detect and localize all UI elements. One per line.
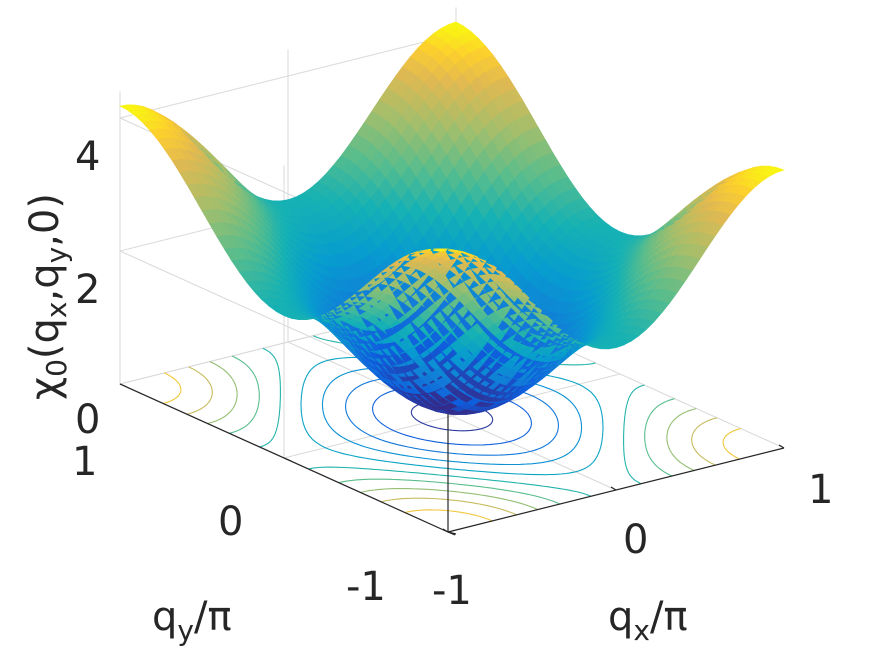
y-axis-label: qy/π (152, 594, 232, 647)
labels: 0 2 4 1 0 -1 -1 0 1 χ0(qx,qy,0) qy/π qx/… (22, 134, 833, 647)
x-tick-mark (610, 486, 617, 491)
z-tick-label-2: 2 (75, 267, 100, 313)
surface-patch (767, 167, 785, 173)
x-tick-label-m1: -1 (432, 568, 472, 614)
grid-line (287, 341, 617, 491)
y-tick-mark (283, 457, 292, 462)
z-tick-label-0: 0 (75, 397, 100, 443)
z-tick-label-4: 4 (75, 134, 100, 180)
surface (119, 21, 785, 415)
x-axis-label: qx/π (608, 594, 688, 647)
x-tick-mark (442, 528, 449, 533)
y-tick-label-1: 1 (72, 439, 97, 485)
y-tick-label-0: 0 (218, 499, 243, 545)
z-axis-label: χ0(qx,qy,0) (22, 193, 73, 400)
x-tick-label-0: 0 (623, 517, 648, 563)
x-tick-mark (778, 444, 785, 449)
y-tick-mark (447, 531, 456, 536)
y-tick-mark (119, 383, 128, 388)
y-tick-label-m1: -1 (346, 564, 386, 610)
grid-line (119, 33, 457, 119)
x-tick-label-1: 1 (808, 467, 833, 513)
